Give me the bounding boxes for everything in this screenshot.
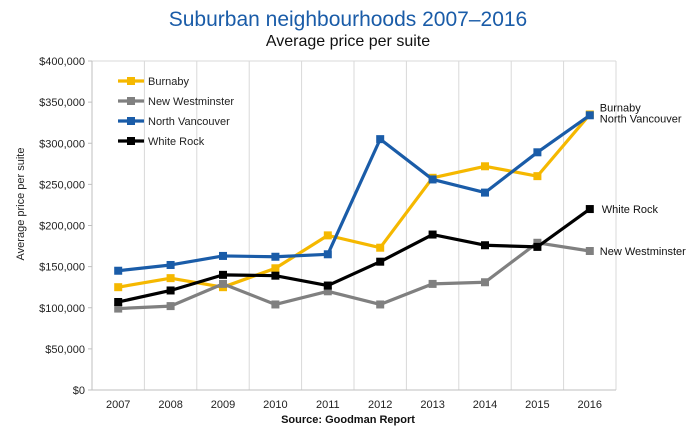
y-tick-label: $0 <box>73 385 85 397</box>
data-point <box>481 278 489 287</box>
legend-label: Burnaby <box>148 76 189 88</box>
legend: Burnaby New Westminster North Vancouver Whi… <box>118 76 234 148</box>
y-tick-label: $200,000 <box>39 221 85 233</box>
legend-swatch-marker <box>127 77 135 85</box>
end-label: Burnaby <box>600 102 641 114</box>
data-point <box>585 205 594 214</box>
series-lines <box>114 110 594 313</box>
x-tick-label: 2013 <box>420 399 444 411</box>
data-point <box>585 246 594 255</box>
legend-label: North Vancouver <box>148 116 230 128</box>
source-note: Source: Goodman Report <box>281 414 415 426</box>
x-tick-label: 2011 <box>316 399 340 411</box>
x-tick-label: 2016 <box>578 399 602 411</box>
data-point <box>219 279 227 288</box>
series-line-north-vancouver <box>118 113 591 273</box>
series-line-new-westminster <box>118 241 591 311</box>
y-tick-label: $100,000 <box>39 303 85 315</box>
data-point <box>271 300 280 309</box>
y-tick-label: $400,000 <box>39 56 85 68</box>
data-point <box>428 230 437 239</box>
data-point <box>481 241 489 250</box>
x-tick-label: 2007 <box>106 399 130 411</box>
x-tick-label: 2008 <box>158 399 182 411</box>
x-tick-label: 2010 <box>263 399 287 411</box>
data-point <box>114 304 123 313</box>
x-tick-label: 2015 <box>525 399 549 411</box>
series-line-white-rock <box>117 207 591 304</box>
end-label: White Rock <box>602 204 659 216</box>
data-point <box>166 286 175 295</box>
data-point <box>219 251 227 260</box>
series-white-rock <box>114 205 594 306</box>
data-point <box>166 260 175 269</box>
data-point <box>376 300 385 309</box>
y-tick-label: $350,000 <box>39 97 85 109</box>
data-point <box>271 264 280 273</box>
data-point <box>376 135 385 144</box>
data-point <box>376 243 385 252</box>
data-point <box>166 302 175 311</box>
x-tick-label: 2014 <box>473 399 497 411</box>
data-point <box>533 238 542 247</box>
y-axis-label: Average price per suite <box>15 148 27 261</box>
end-labels: Burnaby New Westminster North Vancouver Whi… <box>600 102 686 258</box>
y-tick-label: $250,000 <box>39 179 85 191</box>
series-new-westminster <box>114 238 594 313</box>
end-label: North Vancouver <box>600 113 682 125</box>
chart-subtitle: Average price per suite <box>265 33 431 50</box>
end-label: New Westminster <box>600 246 686 258</box>
x-tick-label: 2009 <box>211 399 235 411</box>
data-point <box>428 279 437 288</box>
data-point <box>114 283 123 292</box>
data-point <box>166 274 175 283</box>
data-point <box>481 188 489 197</box>
legend-label: White Rock <box>148 136 205 148</box>
data-point <box>271 271 280 280</box>
data-point <box>533 148 542 157</box>
data-point <box>114 266 123 275</box>
data-point <box>428 175 437 184</box>
data-point <box>533 242 542 251</box>
y-tick-label: $150,000 <box>39 262 85 274</box>
y-tick-label: $300,000 <box>39 138 85 150</box>
x-tick-labels: 2007 2008 2009 2010 2011 2012 2013 2014 2015 2016 <box>106 399 602 411</box>
data-point <box>323 231 332 240</box>
legend-swatch-marker <box>127 137 135 145</box>
data-point <box>533 172 542 181</box>
data-point <box>323 281 332 290</box>
data-point <box>376 257 385 266</box>
series-north-vancouver <box>114 111 594 275</box>
legend-label: New Westminster <box>148 96 234 108</box>
data-point <box>114 297 123 306</box>
data-point <box>323 250 332 259</box>
x-tick-label: 2012 <box>368 399 392 411</box>
chart-title: Suburban neighbourhoods 2007–2016 <box>168 8 528 31</box>
data-point <box>323 287 332 296</box>
legend-swatch-marker <box>127 117 135 125</box>
legend-swatch-marker <box>127 97 135 105</box>
data-point <box>585 111 594 120</box>
data-point <box>481 162 489 171</box>
data-point <box>271 252 280 261</box>
y-tick-labels: $0 $50,000 $100,000 $150,000 $200,000 $250,00… <box>39 56 92 397</box>
y-tick-label: $50,000 <box>45 344 85 356</box>
grid-lines <box>91 60 617 390</box>
data-point <box>219 270 227 279</box>
